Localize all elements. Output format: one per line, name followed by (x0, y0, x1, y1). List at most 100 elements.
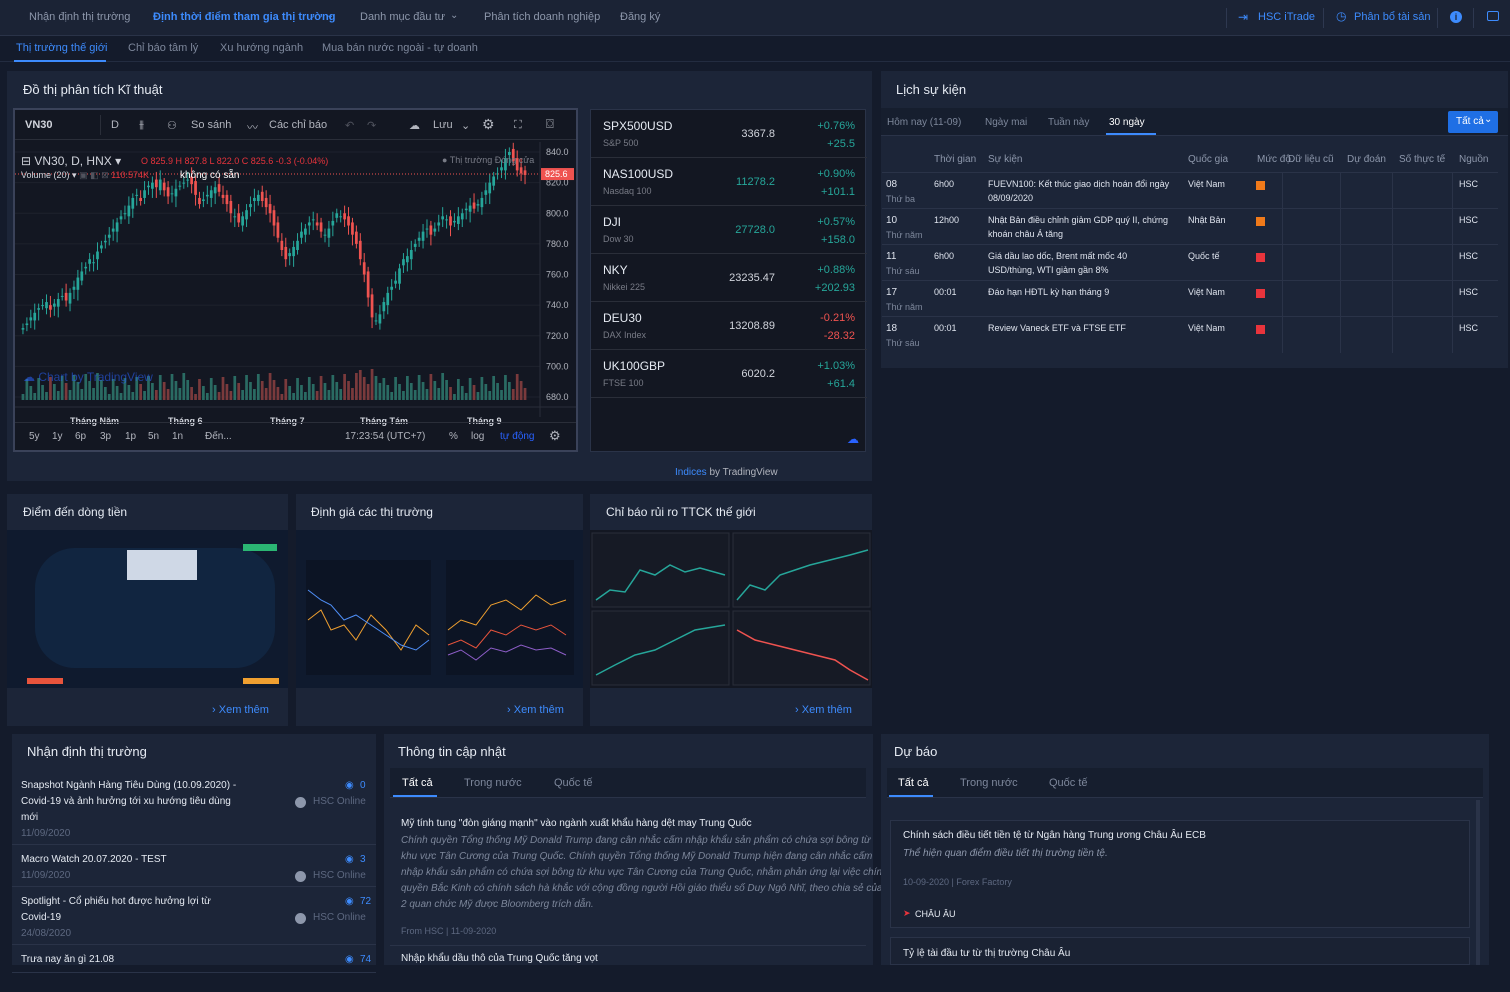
opinion-item[interactable]: Spotlight - Cổ phiếu hot được hưởng lợi … (12, 894, 376, 945)
cloud-icon[interactable]: ☁ (409, 120, 420, 132)
event-row[interactable]: 08 Thứ ba 6h00 FUEVN100: Kết thúc giao dịch… (882, 172, 1498, 209)
forecast-tab-domestic[interactable]: Trong nước (960, 777, 1018, 789)
opinion-item[interactable]: Snapshot Ngành Hàng Tiêu Dùng (10.09.202… (12, 778, 376, 845)
range-6m[interactable]: 6p (75, 431, 87, 442)
volume-bar (433, 381, 437, 400)
index-row[interactable]: NKY Nikkei 225 23235.47 +0.88% +202.93 (591, 254, 867, 302)
range-1d[interactable]: 1n (172, 431, 184, 442)
news-tab-international[interactable]: Quốc tế (554, 777, 593, 789)
compare-icon[interactable]: ⚇ (167, 120, 177, 132)
settings-icon[interactable]: ⚙ (482, 116, 495, 132)
candle-body (453, 220, 456, 223)
news-headline[interactable]: Mỹ tính tung "đòn giáng mạnh" vào ngành … (401, 818, 752, 829)
opinion-item[interactable]: Macro Watch 20.07.2020 - TEST 11/09/2020 ◉… (12, 852, 376, 892)
indicators-button[interactable]: Các chỉ báo (269, 119, 328, 131)
cashflow-more-link[interactable]: › Xem thêm (212, 704, 269, 716)
fullscreen-icon[interactable]: ⛶ (514, 119, 522, 131)
undo-icon[interactable]: ↶ (345, 120, 355, 132)
goto-date[interactable]: Đến... (205, 431, 232, 442)
tab-world-market[interactable]: Thị trường thế giới (16, 42, 108, 54)
range-3m[interactable]: 3p (100, 431, 112, 442)
event-country: Việt Nam (1188, 179, 1225, 189)
auto-toggle[interactable]: tự động (500, 431, 535, 442)
index-row[interactable]: NAS100USD Nasdaq 100 11278.2 +0.90% +101.1 (591, 158, 867, 206)
volume-bar (272, 380, 276, 400)
symbol-search[interactable]: VN30 (25, 119, 53, 131)
info-icon[interactable]: i (1450, 11, 1462, 23)
nav-market-timing[interactable]: Định thời điểm tham gia thị trường (153, 11, 336, 23)
clock-icon[interactable]: ◷ (1336, 9, 1347, 23)
percent-toggle[interactable]: % (449, 431, 458, 442)
chevron-down-icon[interactable]: ⌄ (450, 10, 459, 21)
event-row[interactable]: 18 Thứ sáu 00:01 Review Vaneck ETF và FTSE … (882, 316, 1498, 353)
index-row[interactable]: SPX500USD S&P 500 3367.8 +0.76% +25.5 (591, 110, 867, 158)
index-row[interactable]: DJI Dow 30 27728.0 +0.57% +158.0 (591, 206, 867, 254)
forecast-tab-international[interactable]: Quốc tế (1049, 777, 1088, 789)
nav-asset-allocation[interactable]: Phân bổ tài sản (1354, 11, 1431, 23)
save-button[interactable]: Lưu (433, 119, 453, 131)
chevron-down-icon[interactable]: ⌄ (326, 10, 335, 21)
tab-30-days[interactable]: 30 ngày (1109, 117, 1145, 128)
nav-market-opinion[interactable]: Nhận định thị trường (29, 11, 131, 23)
interval-button[interactable]: D (111, 119, 119, 131)
tab-sentiment[interactable]: Chỉ báo tâm lý (128, 42, 199, 54)
event-row[interactable]: 10 Thứ năm 12h00 Nhật Bản điều chỉnh giảm G… (882, 208, 1498, 245)
news-tab-domestic[interactable]: Trong nước (464, 777, 522, 789)
risk-thumbnail[interactable] (590, 530, 872, 688)
index-row[interactable]: DEU30 DAX Index 13208.89 -0.21% -28.32 (591, 302, 867, 350)
camera-icon[interactable]: ⌼ (546, 116, 554, 131)
tab-tomorrow[interactable]: Ngày mai (985, 117, 1028, 128)
tab-foreign-trading[interactable]: Mua bán nước ngoài - tự doanh (322, 42, 478, 54)
redo-icon[interactable]: ↷ (367, 120, 377, 132)
volume-bar (241, 390, 244, 400)
candlestick-chart[interactable]: 840.0 820.0 800.0 780.0 760.0 740.0 720.0 700.0… (15, 142, 576, 442)
cashflow-map-thumbnail[interactable] (7, 530, 288, 688)
nav-hsc-itrade[interactable]: HSC iTrade (1258, 11, 1316, 23)
clock-time[interactable]: 17:23:54 (UTC+7) (345, 431, 426, 442)
candle-body (288, 253, 292, 257)
scrollbar[interactable] (1476, 800, 1480, 965)
risk-mini-charts (591, 532, 871, 686)
tab-today[interactable]: Hôm nay (11-09) (887, 117, 962, 128)
nav-portfolio[interactable]: Danh mục đầu tư (360, 11, 446, 23)
range-5y[interactable]: 5y (29, 431, 40, 442)
attribution-link[interactable]: Indices (675, 467, 707, 478)
indicator-icon[interactable]: 〰 (247, 122, 258, 134)
volume-bar (441, 373, 445, 400)
range-5d[interactable]: 5n (148, 431, 160, 442)
col-divider (1392, 209, 1393, 245)
news-next-headline[interactable]: Nhập khẩu dầu thô của Trung Quốc tăng vọ… (401, 953, 598, 964)
volume-bar (504, 375, 507, 400)
settings-icon[interactable]: ⚙ (549, 428, 561, 443)
candle-body (511, 148, 515, 162)
tv-logo-icon[interactable]: ☁ (847, 432, 859, 446)
nav-company-analysis[interactable]: Phân tích doanh nghiệp (484, 11, 601, 23)
tab-this-week[interactable]: Tuần này (1048, 117, 1090, 128)
event-row[interactable]: 11 Thứ sáu 6h00 Giá dầu lao dốc, Brent mất … (882, 244, 1498, 281)
nav-register[interactable]: Đăng ký (620, 11, 661, 23)
forecast-card[interactable]: Tỷ lệ tài đầu tư từ thị trường Châu Âu (890, 937, 1470, 965)
event-row[interactable]: 17 Thứ năm 00:01 Đáo hạn HĐTL kỳ hạn tháng … (882, 280, 1498, 317)
active-tab-underline (393, 795, 437, 797)
filter-dropdown[interactable]: Tất cả ⌄ (1448, 111, 1498, 133)
range-1y[interactable]: 1y (52, 431, 63, 442)
valuation-thumbnail[interactable] (296, 530, 583, 688)
log-toggle[interactable]: log (471, 431, 485, 442)
index-row[interactable]: UK100GBP FTSE 100 6020.2 +1.03% +61.4 (591, 350, 867, 398)
tab-sector-trend[interactable]: Xu hướng ngành (220, 42, 304, 54)
chevron-down-icon[interactable]: ⌄ (461, 120, 471, 132)
forecast-tab-all[interactable]: Tất cả (898, 777, 929, 789)
tradingview-widget[interactable]: VN30 D ⫵ ⚇ So sánh 〰 Các chỉ báo ↶ ↷ ☁ L… (13, 108, 578, 452)
compare-button[interactable]: So sánh (191, 119, 232, 131)
risk-more-link[interactable]: › Xem thêm (795, 704, 852, 716)
valuation-more-link[interactable]: › Xem thêm (507, 704, 564, 716)
login-icon[interactable]: ⇥ (1238, 10, 1249, 24)
forecast-card[interactable]: Chính sách điều tiết tiền tệ từ Ngân hàn… (890, 820, 1470, 928)
events-header: Sự kiện (988, 154, 1023, 165)
news-tab-all[interactable]: Tất cả (402, 777, 433, 789)
candle-body (480, 197, 484, 208)
candle-style-icon[interactable]: ⫵ (139, 119, 145, 131)
chat-icon[interactable] (1487, 11, 1499, 21)
opinion-item[interactable]: Trưa nay ăn gì 21.08 ◉ 74 (12, 952, 376, 992)
range-1m[interactable]: 1p (125, 431, 137, 442)
